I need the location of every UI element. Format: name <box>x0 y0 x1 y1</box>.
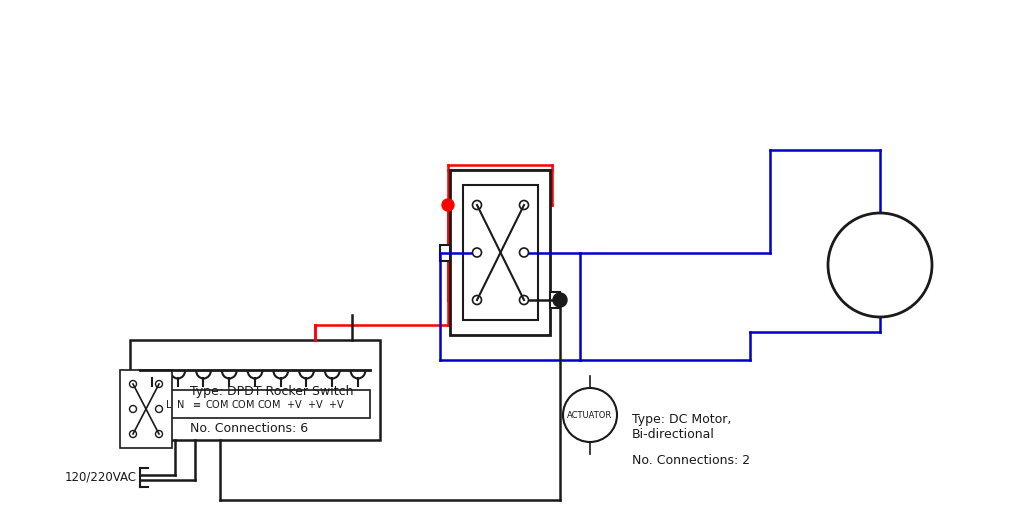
Bar <box>120 370 172 448</box>
Text: Bi-directional: Bi-directional <box>632 429 715 441</box>
Bar <box>550 292 560 308</box>
Bar <box>450 170 550 335</box>
Bar <box>130 340 380 440</box>
Circle shape <box>442 199 454 211</box>
Text: 120/220VAC: 120/220VAC <box>65 471 137 484</box>
Text: No. Connections: 2: No. Connections: 2 <box>632 454 750 466</box>
Bar <box>440 245 450 261</box>
Circle shape <box>520 248 529 257</box>
Circle shape <box>473 201 482 209</box>
Bar <box>140 390 370 418</box>
Circle shape <box>129 431 137 437</box>
Circle shape <box>520 295 529 305</box>
Circle shape <box>828 213 932 317</box>
Text: L  N  $\equiv$ COM COM COM  +V  +V  +V: L N $\equiv$ COM COM COM +V +V +V <box>165 398 345 410</box>
Circle shape <box>473 295 482 305</box>
Bar <box>463 185 538 320</box>
Text: Type: DPDT Rocker Switch: Type: DPDT Rocker Switch <box>190 386 354 398</box>
Circle shape <box>156 380 162 388</box>
Circle shape <box>520 201 529 209</box>
Text: ACTUATOR: ACTUATOR <box>846 259 914 271</box>
Text: ACTUATOR: ACTUATOR <box>568 411 612 419</box>
Circle shape <box>553 293 567 307</box>
Text: No. Connections: 6: No. Connections: 6 <box>190 421 308 435</box>
Circle shape <box>156 431 162 437</box>
Circle shape <box>129 380 137 388</box>
Circle shape <box>473 248 482 257</box>
Circle shape <box>129 406 137 413</box>
Text: Type: DC Motor,: Type: DC Motor, <box>632 414 732 426</box>
Circle shape <box>564 388 616 442</box>
Circle shape <box>156 406 162 413</box>
